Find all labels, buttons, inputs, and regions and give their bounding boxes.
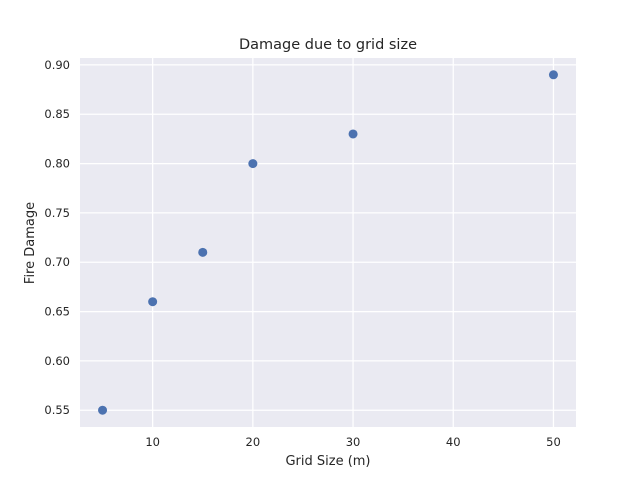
chart-title: Damage due to grid size [239,37,417,53]
y-tick-label: 0.55 [44,403,70,417]
data-points [98,70,558,415]
y-tick-label: 0.65 [44,305,70,319]
x-tick-label: 30 [346,435,361,449]
y-tick-label: 0.75 [44,206,70,220]
x-tick-label: 20 [246,435,261,449]
data-point [548,70,558,80]
x-axis-label: Grid Size (m) [285,454,370,469]
data-point [348,129,358,139]
y-axis-label: Fire Damage [23,202,38,284]
plot-area [80,58,576,427]
x-tick-label: 50 [546,435,561,449]
x-tick-label: 10 [145,435,160,449]
data-point [198,247,208,257]
y-tick-label: 0.90 [44,58,70,72]
data-point [98,405,108,415]
y-tick-label: 0.70 [44,255,70,269]
x-tick-labels: 10 20 30 40 50 [145,435,560,449]
y-tick-labels: 0.55 0.60 0.65 0.70 0.75 0.80 0.85 0.90 [44,58,70,417]
y-tick-label: 0.85 [44,107,70,121]
x-grid-lines [152,58,555,427]
data-point [148,297,158,307]
y-tick-label: 0.80 [44,157,70,171]
y-grid-lines [80,64,576,411]
x-tick-label: 40 [446,435,461,449]
data-point [248,159,258,169]
y-tick-label: 0.60 [44,354,70,368]
